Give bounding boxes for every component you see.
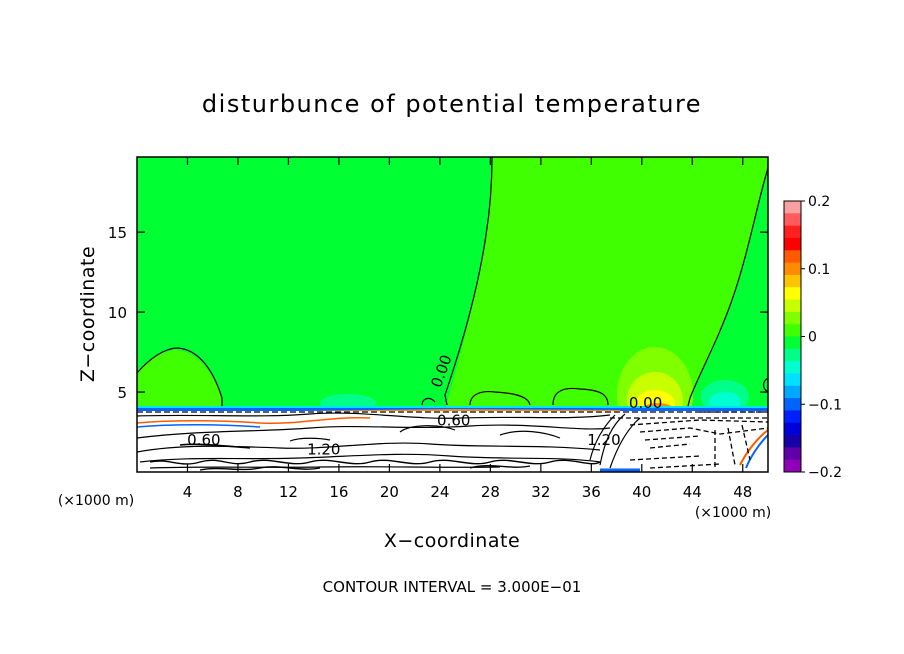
colorbar-swatch: [784, 385, 801, 399]
colorbar-swatch: [784, 373, 801, 387]
colorbar-swatch: [784, 311, 801, 325]
y-axis-ticks: 5 10 15: [108, 224, 768, 402]
x-unit-left: (×1000 m): [58, 493, 134, 509]
x-axis-ticks: 4 8 12 16 20 24 28 32 36 40 44 48: [183, 157, 752, 501]
colorbar-swatch: [784, 422, 801, 436]
colorbar-swatch: [784, 225, 801, 239]
chart-title: disturbunce of potential temperature: [202, 90, 702, 118]
x-tick-label: 48: [733, 483, 752, 501]
colorbar-swatch: [784, 348, 801, 362]
lower-layer-blue-line: [137, 424, 261, 428]
dashed-contours: [610, 411, 768, 470]
colorbar-swatch: [784, 299, 801, 313]
contour-lines: [137, 157, 768, 469]
colorbar-swatch: [784, 398, 801, 411]
plot-area: [137, 157, 768, 472]
colorbar-swatch: [784, 410, 801, 424]
plot-frame: [136, 156, 769, 473]
right-edge-red-line: [739, 429, 768, 466]
x-tick-label: 16: [329, 483, 348, 501]
dense-wave-lines: [149, 459, 601, 471]
colorbar-swatch: [784, 336, 801, 350]
colorbar-tick-label: 0: [808, 330, 817, 346]
x-tick-label: 24: [430, 483, 449, 501]
field-region-left: [137, 350, 222, 410]
field-region-center: [445, 157, 768, 410]
contour-label: 0.60: [187, 431, 220, 449]
contour-label: 1.20: [587, 431, 620, 449]
x-tick-label: 32: [531, 483, 550, 501]
y-tick-label: 15: [108, 224, 127, 242]
x-tick-label: 28: [481, 483, 500, 501]
colorbar-swatch: [784, 262, 801, 276]
colorbar-ticks: 0.2 0.1 0 −0.1 −0.2: [801, 194, 842, 481]
colorbar-swatch: [784, 201, 801, 214]
contour-label: 0.00: [629, 394, 662, 412]
x-axis-label: X−coordinate: [384, 530, 520, 552]
x-tick-label: 36: [582, 483, 601, 501]
contour-label: 0.60: [437, 412, 470, 430]
colorbar-tick-label: 0.1: [808, 262, 830, 278]
contour-label: 1.20: [307, 440, 340, 458]
x-unit-right: (×1000 m): [695, 505, 771, 521]
y-axis-label: Z−coordinate: [77, 246, 99, 382]
right-edge-blue-line: [745, 434, 768, 469]
colorbar-tick-label: 0.2: [808, 194, 830, 210]
x-tick-label: 40: [632, 483, 651, 501]
colorbar-swatch: [784, 459, 801, 473]
colorbar-swatch: [784, 361, 801, 374]
colorbar-tick-label: −0.1: [808, 397, 842, 413]
x-tick-label: 20: [380, 483, 399, 501]
colorbar-swatch: [784, 435, 801, 448]
colorbar: [784, 201, 801, 473]
colorbar-swatch: [784, 324, 801, 337]
x-tick-label: 44: [683, 483, 702, 501]
colorbar-swatch: [784, 287, 801, 301]
colorbar-swatch: [784, 250, 801, 264]
contour-interval-note: CONTOUR INTERVAL = 3.000E−01: [323, 578, 582, 596]
colorbar-swatch: [784, 213, 801, 227]
x-tick-label: 12: [279, 483, 298, 501]
x-tick-label: 8: [233, 483, 243, 501]
colorbar-tick-label: −0.2: [808, 465, 842, 481]
y-tick-label: 5: [117, 384, 127, 402]
colorbar-swatch: [784, 447, 801, 461]
x-tick-label: 4: [183, 483, 193, 501]
y-tick-label: 10: [108, 304, 127, 322]
lower-layer-red-line: [137, 416, 371, 425]
colorbar-swatch: [784, 274, 801, 288]
colorbar-swatch: [784, 237, 801, 251]
